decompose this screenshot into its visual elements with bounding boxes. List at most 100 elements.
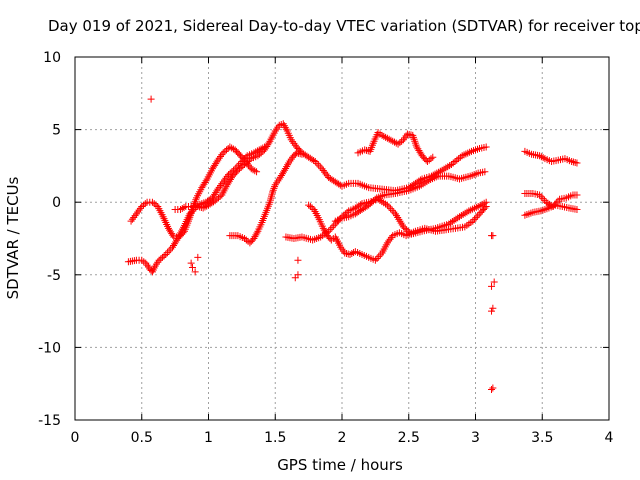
y-tick-label: -15 — [38, 413, 61, 429]
data-point-track-f — [376, 251, 384, 259]
data-point-track-f — [387, 233, 395, 241]
data-point-track-b — [140, 201, 148, 209]
data-point-track-c — [180, 204, 188, 212]
data-point-track-c — [233, 163, 241, 171]
data-point-track-i — [539, 154, 547, 162]
data-point-track-b — [243, 159, 251, 167]
data-point-track-c — [255, 146, 263, 154]
data-point-track-j — [539, 195, 547, 203]
data-point-track-i — [537, 153, 545, 161]
data-point-track-a — [311, 158, 319, 166]
data-point-track-a — [280, 122, 288, 130]
data-point-track-h — [382, 133, 390, 141]
data-point-track-g — [371, 195, 379, 203]
data-point-track-d — [242, 236, 250, 244]
data-point-outlier — [188, 264, 196, 272]
data-point-track-a — [215, 194, 223, 202]
data-point-track-c — [217, 182, 225, 190]
data-point-track-d — [281, 166, 289, 174]
data-point-track-d — [271, 183, 279, 191]
data-point-track-e — [387, 205, 395, 213]
data-point-track-b — [169, 231, 177, 239]
data-point-outlier — [294, 271, 302, 279]
data-point-track-b — [253, 168, 261, 176]
data-point-track-c — [252, 148, 260, 156]
data-point-track-a — [160, 252, 168, 260]
x-tick-label: 2 — [338, 430, 347, 446]
data-point-track-a — [289, 138, 297, 146]
data-point-track-f — [371, 256, 379, 264]
data-point-track-c — [228, 168, 236, 176]
data-point-track-a — [453, 156, 461, 164]
data-point-track-b — [218, 151, 226, 159]
data-point-track-j — [536, 191, 544, 199]
x-tick-label: 0 — [71, 430, 80, 446]
x-tick-label: 1 — [204, 430, 213, 446]
data-point-track-a — [287, 136, 295, 144]
data-point-track-f — [385, 237, 393, 245]
x-axis-label: GPS time / hours — [277, 456, 403, 474]
data-point-outlier — [147, 95, 155, 103]
data-point-track-a — [313, 159, 321, 167]
data-point-track-e — [383, 201, 391, 209]
data-point-track-f — [481, 204, 489, 212]
data-point-track-f — [469, 217, 477, 225]
data-point-track-b — [213, 158, 221, 166]
data-point-track-d — [280, 168, 288, 176]
data-point-track-a — [213, 195, 221, 203]
data-point-outlier — [488, 307, 496, 315]
data-point-track-c — [215, 183, 223, 191]
data-point-track-f — [373, 254, 381, 262]
data-point-track-d — [241, 235, 249, 242]
data-point-outlier — [488, 386, 496, 394]
data-point-track-d — [251, 233, 259, 241]
x-tick-label: 4 — [605, 430, 614, 446]
data-point-track-b — [135, 206, 143, 214]
data-point-track-c — [257, 145, 265, 153]
data-point-track-f — [474, 212, 482, 220]
data-point-track-a — [449, 159, 457, 167]
data-point-track-d — [284, 161, 292, 169]
data-point-track-d — [252, 231, 260, 239]
data-point-track-f — [308, 204, 316, 212]
data-point-track-c — [231, 165, 239, 173]
data-point-track-g — [366, 200, 374, 208]
data-point-track-a — [416, 176, 424, 184]
data-point-track-c — [176, 205, 184, 213]
x-tick-label: 1.5 — [264, 430, 286, 446]
data-point-outlier — [294, 256, 302, 264]
data-point-outlier — [489, 304, 497, 312]
data-point-track-d — [253, 229, 261, 237]
y-tick-label: 5 — [52, 123, 61, 139]
data-point-track-g — [481, 168, 489, 176]
y-tick-label: 10 — [43, 50, 61, 66]
data-point-track-h — [423, 158, 431, 166]
data-point-track-b — [148, 198, 156, 206]
data-point-track-f — [306, 203, 314, 211]
data-point-track-a — [199, 204, 207, 212]
data-point-outlier — [489, 384, 497, 392]
data-point-track-f — [375, 253, 383, 261]
data-point-track-a — [451, 158, 459, 166]
data-point-track-e — [328, 224, 336, 232]
data-point-track-g — [370, 197, 378, 205]
data-point-track-e — [454, 214, 462, 222]
data-point-track-e — [450, 216, 458, 224]
data-point-track-i — [573, 159, 581, 167]
data-point-track-b — [217, 152, 225, 160]
data-point-track-b — [221, 147, 229, 155]
data-point-track-f — [305, 201, 313, 209]
data-point-track-c — [225, 171, 233, 179]
data-point-track-a — [163, 249, 171, 257]
data-point-track-a — [162, 250, 170, 258]
data-point-track-b — [245, 161, 253, 169]
data-point-track-j — [573, 191, 581, 199]
data-point-track-a — [165, 247, 173, 255]
data-point-track-k — [573, 205, 581, 213]
data-point-track-f — [346, 250, 354, 258]
data-point-track-h — [429, 153, 437, 161]
data-point-track-c — [230, 166, 238, 174]
data-point-track-b — [251, 167, 259, 175]
